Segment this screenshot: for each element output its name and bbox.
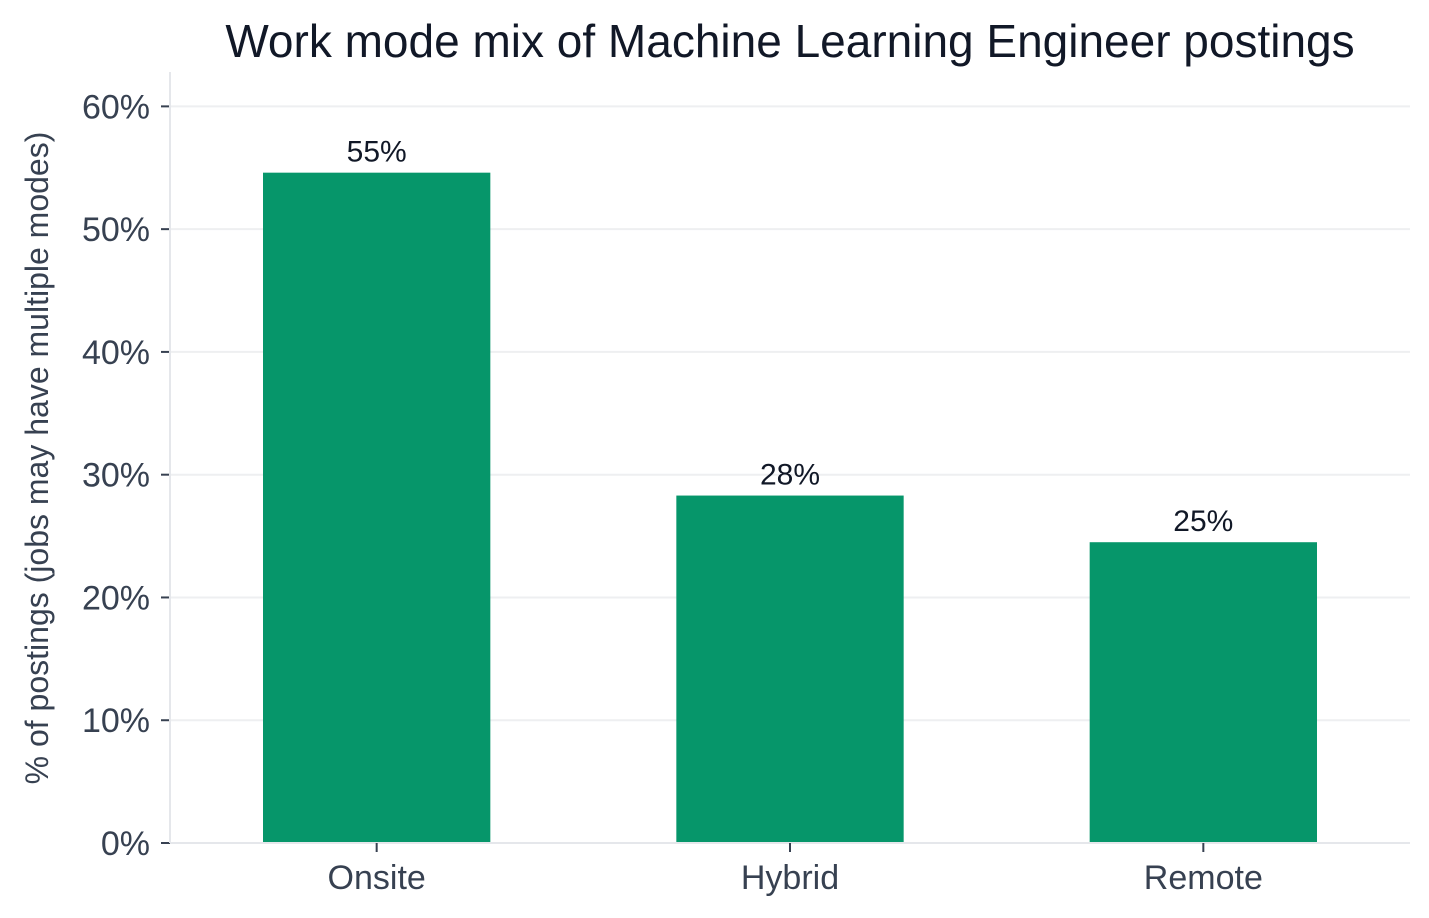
- y-tick-label: 10%: [82, 702, 150, 740]
- data-label-onsite: 55%: [347, 136, 407, 169]
- y-tick-label: 30%: [82, 457, 150, 495]
- y-tick-label: 60%: [82, 88, 150, 126]
- y-tick-label: 40%: [82, 334, 150, 372]
- bar-onsite: [263, 172, 491, 843]
- bars: [263, 172, 1317, 843]
- y-tick-label: 20%: [82, 579, 150, 617]
- bar-hybrid: [676, 495, 904, 843]
- data-label-remote: 25%: [1173, 505, 1233, 538]
- data-labels: 55% 28% 25%: [347, 136, 1234, 539]
- x-tick-label: Onsite: [328, 859, 426, 897]
- x-tick-label: Hybrid: [741, 859, 839, 897]
- data-label-hybrid: 28%: [760, 459, 820, 492]
- axes: 0% 10% 20% 30% 40% 50% 60% Onsite Hybrid Remote: [82, 72, 1410, 897]
- y-tick-label: 50%: [82, 211, 150, 249]
- y-axis-label: % of postings (jobs may have multiple mo…: [19, 132, 55, 785]
- chart-title: Work mode mix of Machine Learning Engine…: [225, 15, 1354, 67]
- x-tick-label: Remote: [1144, 859, 1263, 897]
- y-tick-label: 0%: [101, 825, 150, 863]
- bar-remote: [1089, 542, 1317, 843]
